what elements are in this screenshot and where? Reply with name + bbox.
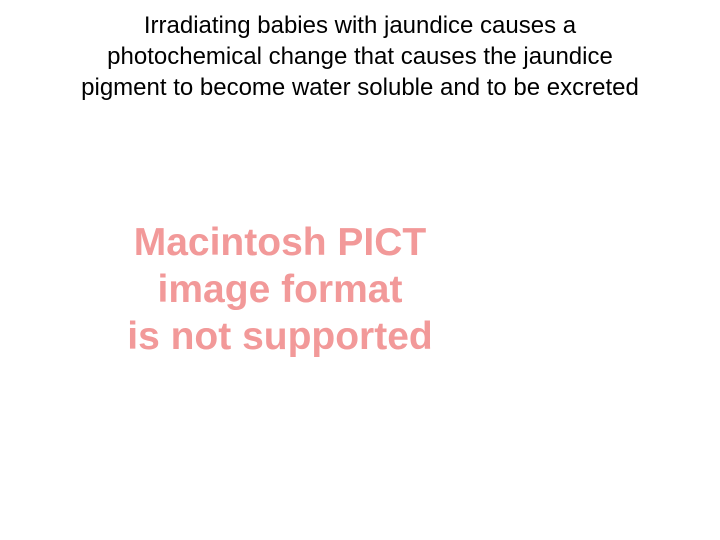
pict-error-message: Macintosh PICT image format is not suppo…: [85, 220, 475, 360]
error-line-3: is not supported: [85, 314, 475, 361]
error-line-2: image format: [85, 267, 475, 314]
slide-title: Irradiating babies with jaundice causes …: [80, 10, 640, 104]
error-line-1: Macintosh PICT: [85, 220, 475, 267]
